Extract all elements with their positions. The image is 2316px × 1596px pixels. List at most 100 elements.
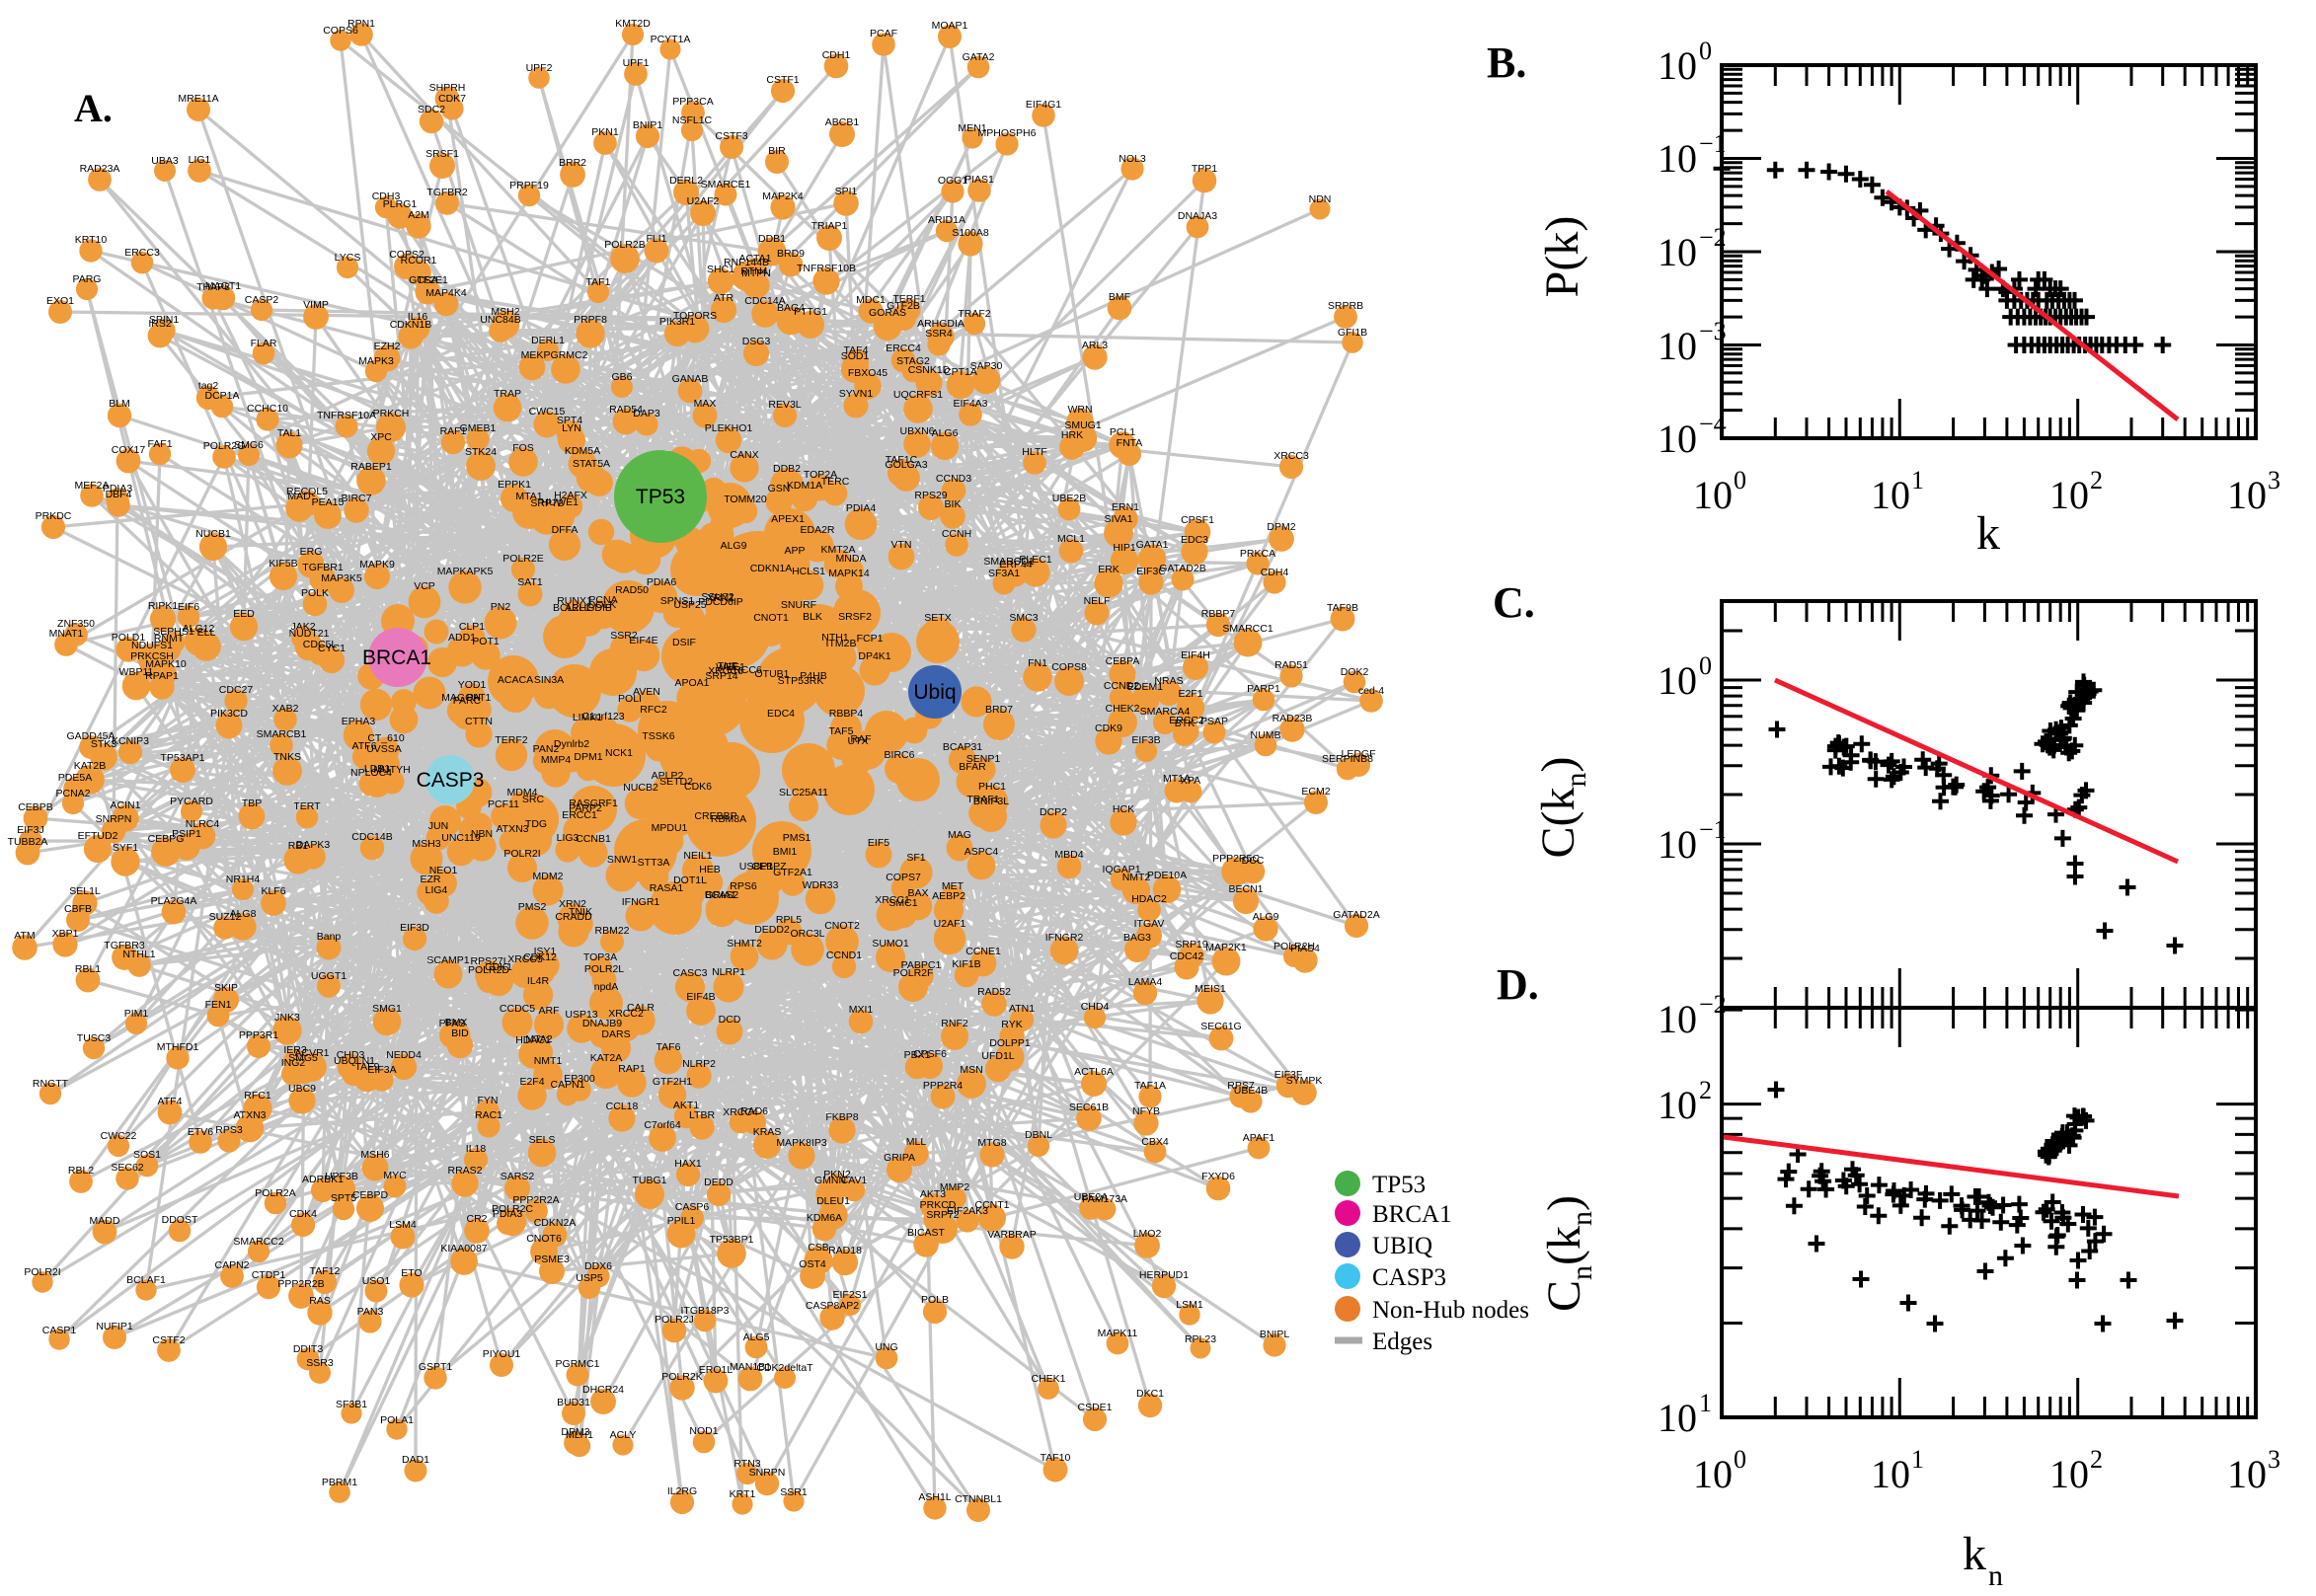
svg-text:P4HB: P4HB [800, 670, 826, 682]
svg-text:CHD3: CHD3 [337, 1049, 365, 1061]
svg-text:TUSC3: TUSC3 [77, 1032, 112, 1044]
svg-text:BLM: BLM [109, 398, 130, 410]
svg-text:MMP2: MMP2 [940, 1181, 969, 1193]
svg-text:CHEK1: CHEK1 [1031, 1373, 1065, 1385]
svg-text:PGRMC1: PGRMC1 [556, 1358, 600, 1370]
svg-text:TERF2: TERF2 [495, 734, 527, 746]
svg-text:MSN: MSN [960, 1064, 982, 1076]
svg-text:FBXO45: FBXO45 [848, 367, 888, 379]
svg-text:10: 10 [2227, 1452, 2267, 1496]
svg-text:LYN: LYN [562, 422, 581, 434]
svg-text:SYF1: SYF1 [113, 842, 138, 854]
svg-text:PDIA4: PDIA4 [846, 502, 877, 514]
svg-text:KDM6A: KDM6A [807, 1212, 842, 1224]
svg-text:BRD7: BRD7 [985, 704, 1013, 716]
svg-text:PBRM1: PBRM1 [322, 1477, 357, 1488]
svg-text:CWC22: CWC22 [101, 1130, 137, 1142]
svg-text:PMS1: PMS1 [783, 832, 811, 844]
svg-text:XPC: XPC [370, 431, 392, 443]
svg-text:COPS7: COPS7 [886, 872, 921, 883]
svg-text:PAN2: PAN2 [533, 743, 560, 755]
svg-text:DAPK3: DAPK3 [296, 839, 331, 851]
svg-text:ATN1: ATN1 [1009, 1003, 1035, 1015]
svg-text:KIF1B: KIF1B [952, 958, 980, 970]
svg-text:FEN1: FEN1 [205, 999, 232, 1011]
svg-text:CTDP1: CTDP1 [252, 1269, 286, 1281]
svg-text:TGFBR2: TGFBR2 [426, 187, 468, 198]
svg-text:A.: A. [74, 86, 113, 130]
svg-text:CASP3: CASP3 [417, 769, 485, 792]
svg-text:JNK3: JNK3 [274, 1012, 300, 1024]
svg-text:NPLOC4: NPLOC4 [350, 767, 392, 779]
svg-text:UPF2: UPF2 [526, 62, 553, 74]
svg-text:ING2: ING2 [281, 1057, 306, 1069]
svg-text:CDKN1B: CDKN1B [390, 319, 432, 331]
svg-text:BUD31: BUD31 [557, 1397, 590, 1408]
svg-text:GTF2H1: GTF2H1 [653, 1076, 692, 1088]
svg-text:RFC1: RFC1 [244, 1090, 271, 1102]
svg-text:DDB2: DDB2 [773, 463, 801, 475]
svg-text:XBP1: XBP1 [52, 928, 79, 940]
svg-text:FN1: FN1 [1028, 657, 1047, 669]
svg-text:C1orf123: C1orf123 [581, 711, 624, 722]
svg-text:PLA2G4A: PLA2G4A [151, 895, 197, 907]
svg-text:SEL1L: SEL1L [69, 885, 101, 897]
svg-text:UBXN6: UBXN6 [899, 425, 934, 437]
svg-text:NUCB2: NUCB2 [623, 782, 658, 794]
svg-text:EED: EED [233, 608, 255, 620]
svg-text:HCLS1: HCLS1 [792, 566, 825, 577]
svg-text:PFAS: PFAS [439, 1018, 466, 1029]
svg-text:ARID1A: ARID1A [928, 214, 965, 226]
svg-text:TSSK6: TSSK6 [642, 730, 674, 742]
svg-text:IL2RG: IL2RG [667, 1485, 697, 1497]
svg-text:SPIN1: SPIN1 [149, 314, 180, 326]
svg-text:PPP3CA: PPP3CA [672, 96, 713, 108]
svg-text:MSH6: MSH6 [360, 1149, 389, 1161]
svg-text:RPS27L: RPS27L [470, 955, 508, 967]
svg-text:BRCA1: BRCA1 [362, 646, 431, 669]
svg-text:WRN: WRN [1067, 404, 1092, 416]
svg-text:D.: D. [1497, 960, 1539, 1009]
svg-text:UBC9: UBC9 [288, 1083, 316, 1095]
svg-text:DCP2: DCP2 [1040, 806, 1067, 818]
svg-text:GATAD2A: GATAD2A [1333, 909, 1379, 921]
svg-text:ETV6: ETV6 [188, 1126, 213, 1138]
svg-text:BLK: BLK [803, 611, 822, 623]
svg-text:CDK6: CDK6 [684, 781, 712, 793]
svg-text:XRCC2: XRCC2 [608, 1008, 644, 1020]
svg-text:OST4: OST4 [799, 1258, 826, 1270]
svg-text:NLRP1: NLRP1 [712, 966, 745, 978]
svg-text:TBP: TBP [242, 798, 262, 809]
svg-text:TP53AP1: TP53AP1 [161, 752, 205, 764]
svg-text:FAF1: FAF1 [147, 438, 172, 450]
svg-text:PAN3: PAN3 [357, 1306, 384, 1318]
svg-text:SPNS1: SPNS1 [660, 595, 695, 607]
svg-text:TERT: TERT [293, 800, 321, 812]
svg-text:MAP3K5: MAP3K5 [321, 572, 362, 584]
svg-text:YOD1: YOD1 [458, 679, 487, 691]
svg-text:REV3L: REV3L [768, 399, 801, 411]
svg-text:RECQL5: RECQL5 [286, 486, 328, 497]
svg-text:FKBP8: FKBP8 [825, 1111, 858, 1123]
svg-text:HDAC1: HDAC1 [515, 1034, 551, 1046]
svg-text:MYC: MYC [383, 1170, 407, 1181]
svg-text:SRP72: SRP72 [530, 497, 563, 509]
svg-text:k: k [1976, 507, 2000, 560]
svg-text:BAG4: BAG4 [777, 302, 805, 314]
svg-text:FCP1: FCP1 [857, 633, 884, 645]
svg-text:KIF5B: KIF5B [269, 558, 297, 570]
svg-text:BECN1: BECN1 [1228, 883, 1263, 895]
svg-text:NEDD4: NEDD4 [386, 1049, 422, 1061]
svg-text:MLL: MLL [906, 1136, 927, 1148]
svg-text:MEN1: MEN1 [958, 122, 986, 134]
svg-text:CDKN2A: CDKN2A [534, 1217, 577, 1229]
svg-text:DOLPP1: DOLPP1 [989, 1037, 1031, 1049]
svg-text:ACACA: ACACA [498, 674, 533, 686]
svg-text:PCF11: PCF11 [488, 798, 519, 810]
svg-text:RBL2: RBL2 [68, 1165, 94, 1177]
svg-text:CDKN1A: CDKN1A [750, 563, 793, 574]
svg-text:MAPK3: MAPK3 [358, 355, 394, 367]
svg-text:DPM1: DPM1 [574, 751, 602, 763]
svg-text:RRAS2: RRAS2 [447, 1165, 482, 1177]
svg-text:PSAP: PSAP [1200, 716, 1228, 727]
